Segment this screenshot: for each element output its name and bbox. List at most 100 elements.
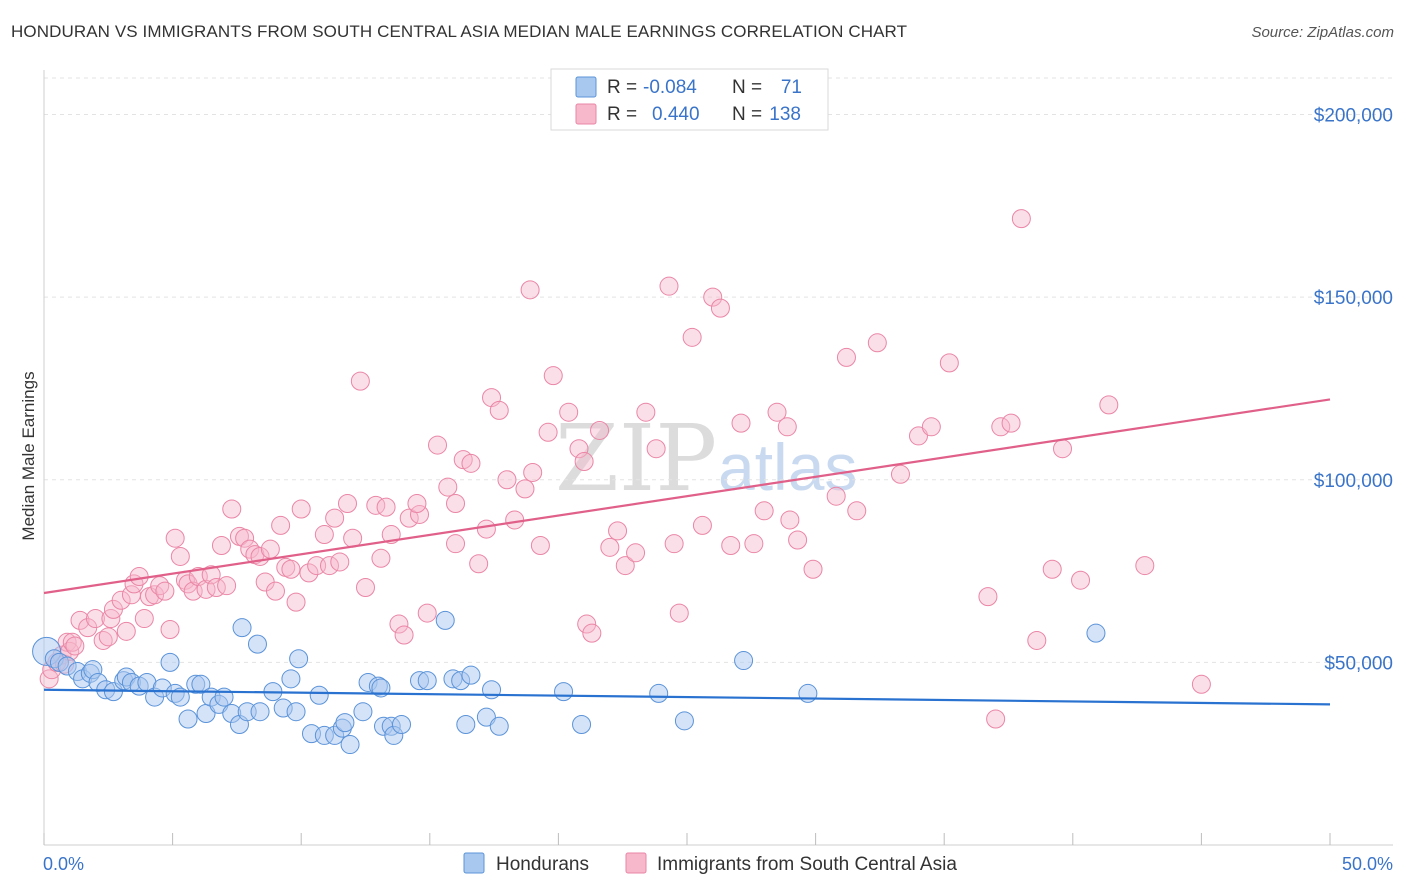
data-point-immigrants xyxy=(438,477,458,497)
data-point-hondurans xyxy=(371,678,391,698)
data-point-hondurans xyxy=(160,652,180,672)
trend-line-immigrants xyxy=(43,398,1331,595)
data-point-immigrants xyxy=(299,563,319,583)
data-point-immigrants xyxy=(286,592,306,612)
data-point-immigrants xyxy=(780,510,800,530)
data-point-immigrants xyxy=(376,497,396,517)
x-axis-ticks xyxy=(43,833,1331,845)
data-point-hondurans xyxy=(170,687,190,707)
gridlines xyxy=(44,77,1393,663)
data-point-immigrants xyxy=(165,528,185,548)
data-point-hondurans xyxy=(250,702,270,722)
data-point-hondurans xyxy=(572,714,592,734)
data-point-hondurans xyxy=(392,714,412,734)
series-legend: Hondurans Immigrants from South Central … xyxy=(463,852,957,875)
data-point-immigrants xyxy=(155,581,175,601)
data-point-immigrants xyxy=(559,402,579,422)
data-point-immigrants xyxy=(615,556,635,576)
bottom-legend-hondurans: Hondurans xyxy=(496,854,589,875)
data-point-immigrants xyxy=(150,576,170,596)
data-point-immigrants xyxy=(515,479,535,499)
data-point-immigrants xyxy=(664,534,684,554)
legend-box xyxy=(550,68,829,131)
data-point-immigrants xyxy=(417,603,437,623)
legend-n-label-2: N = xyxy=(732,104,762,125)
legend-n-value-1: 71 xyxy=(781,77,802,98)
data-point-immigrants xyxy=(389,614,409,634)
x-tick-label-min: 0.0% xyxy=(43,854,84,874)
data-point-immigrants xyxy=(446,534,466,554)
data-point-immigrants xyxy=(281,559,301,579)
data-point-hondurans xyxy=(247,634,267,654)
bottom-legend-swatch-hondurans xyxy=(463,852,485,874)
data-point-immigrants xyxy=(70,610,90,630)
trend-lines xyxy=(43,398,1331,706)
data-point-immigrants xyxy=(646,439,666,459)
legend-r-value-1: -0.084 xyxy=(643,77,697,98)
data-point-immigrants xyxy=(505,510,525,530)
data-point-immigrants xyxy=(1099,395,1119,415)
data-point-immigrants xyxy=(577,614,597,634)
data-point-immigrants xyxy=(111,590,131,610)
data-point-immigrants xyxy=(211,536,231,556)
series-immigrants-points xyxy=(39,209,1211,729)
bottom-legend-swatch-immigrants xyxy=(625,852,647,874)
data-point-immigrants xyxy=(1071,570,1091,590)
data-point-immigrants xyxy=(62,632,82,652)
data-point-immigrants xyxy=(626,543,646,563)
watermark: ZIP atlas xyxy=(555,405,857,512)
legend-swatch-hondurans xyxy=(575,76,597,98)
data-point-immigrants xyxy=(271,515,291,535)
data-point-immigrants xyxy=(394,625,414,645)
data-point-immigrants xyxy=(222,499,242,519)
data-point-hondurans xyxy=(417,671,437,691)
bottom-legend-immigrants: Immigrants from South Central Asia xyxy=(657,854,957,875)
data-point-hondurans xyxy=(340,735,360,755)
data-point-immigrants xyxy=(1011,209,1031,229)
data-point-immigrants xyxy=(692,515,712,535)
data-point-immigrants xyxy=(410,504,430,524)
data-point-hondurans xyxy=(476,707,496,727)
data-point-immigrants xyxy=(669,603,689,623)
watermark-zip: ZIP xyxy=(555,405,717,512)
data-point-immigrants xyxy=(1027,630,1047,650)
data-point-hondurans xyxy=(482,680,502,700)
data-point-hondurans xyxy=(289,649,309,669)
data-point-immigrants xyxy=(543,366,563,386)
series-hondurans-points xyxy=(32,610,1106,755)
legend-r-label-1: R = xyxy=(607,77,637,98)
data-point-immigrants xyxy=(337,494,357,514)
x-tick-label-max: 50.0% xyxy=(1342,854,1393,874)
data-point-immigrants xyxy=(201,565,221,585)
data-point-immigrants xyxy=(538,422,558,442)
y-axis-tick-labels: $50,000 $100,000 $150,000 $200,000 xyxy=(1314,106,1393,675)
watermark-atlas: atlas xyxy=(718,430,857,504)
data-point-immigrants xyxy=(356,578,375,598)
data-point-immigrants xyxy=(116,621,136,641)
y-tick-label: $100,000 xyxy=(1314,471,1393,492)
data-point-immigrants xyxy=(520,280,540,300)
data-point-immigrants xyxy=(129,567,149,587)
data-point-immigrants xyxy=(461,453,481,473)
data-point-hondurans xyxy=(554,682,574,702)
data-point-immigrants xyxy=(1135,556,1155,576)
data-point-immigrants xyxy=(319,556,339,576)
data-point-immigrants xyxy=(85,609,105,629)
data-point-immigrants xyxy=(767,402,787,422)
data-point-hondurans xyxy=(461,665,481,685)
data-point-immigrants xyxy=(703,287,723,307)
data-point-hondurans xyxy=(456,714,476,734)
chart-title: HONDURAN VS IMMIGRANTS FROM SOUTH CENTRA… xyxy=(11,22,908,41)
data-point-immigrants xyxy=(145,585,165,605)
data-point-hondurans xyxy=(649,683,669,703)
data-point-immigrants xyxy=(476,519,496,539)
data-point-hondurans xyxy=(232,618,252,638)
data-point-immigrants xyxy=(350,371,370,391)
data-point-immigrants xyxy=(788,530,808,550)
data-point-immigrants xyxy=(160,620,180,640)
data-point-immigrants xyxy=(754,501,774,521)
data-point-hondurans xyxy=(281,669,301,689)
data-point-immigrants xyxy=(608,521,628,541)
legend-n-value-2: 138 xyxy=(769,104,801,125)
data-point-immigrants xyxy=(803,559,823,579)
